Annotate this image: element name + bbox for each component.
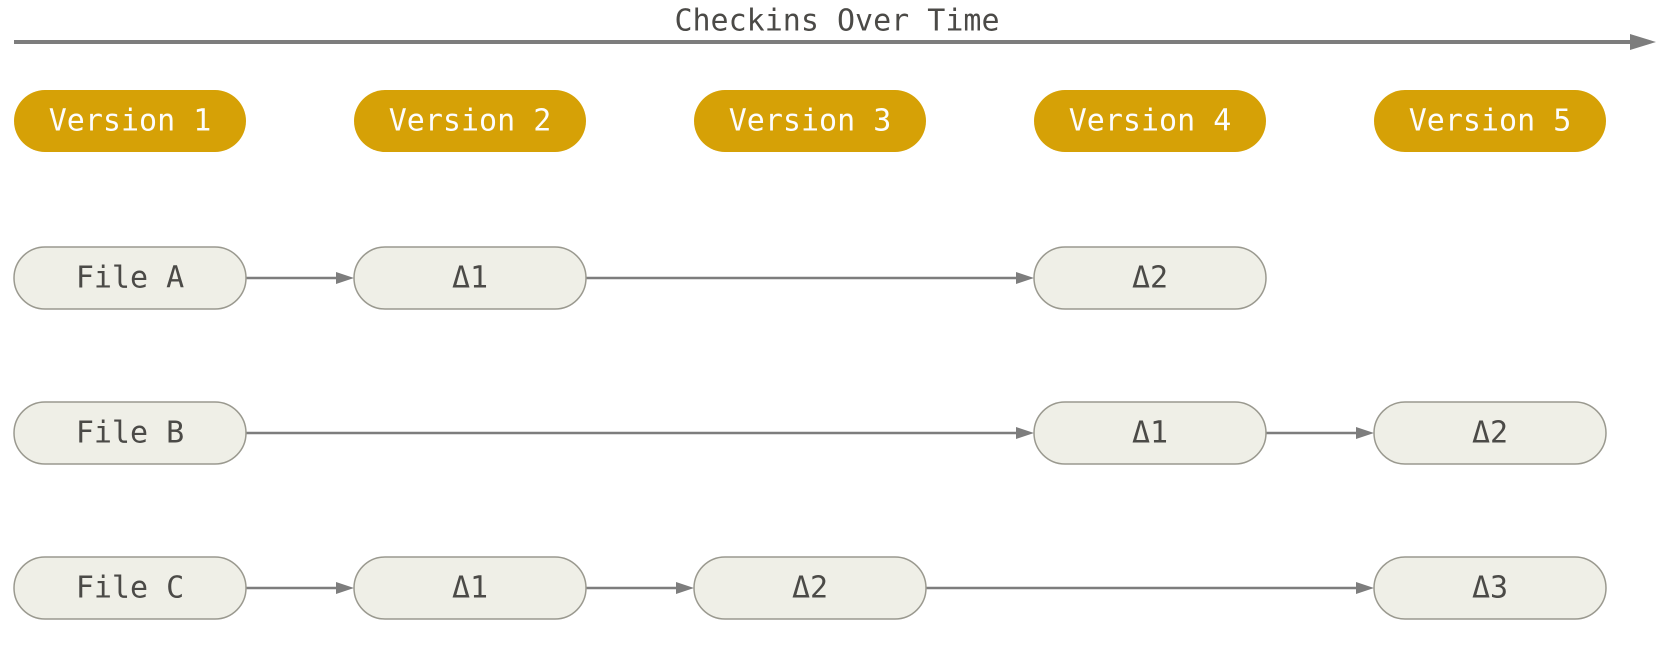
- file-cell-file-c-col0-label: File C: [76, 571, 184, 606]
- file-cell-file-c-col1: Δ1: [354, 557, 586, 619]
- diagram-canvas: Checkins Over Time Version 1 Version 2 Vers…: [0, 0, 1674, 648]
- file-cell-file-a-col0-label: File A: [76, 261, 184, 296]
- file-cell-file-c-col2-label: Δ2: [792, 571, 828, 606]
- version-pill-5: Version 5: [1374, 90, 1606, 152]
- version-pill-5-label: Version 5: [1409, 104, 1572, 139]
- version-pill-2-label: Version 2: [389, 104, 552, 139]
- file-cell-file-b-col4-label: Δ2: [1472, 416, 1508, 451]
- file-file-a-arrow-1: [586, 272, 1034, 284]
- file-cell-file-c-col4-label: Δ3: [1472, 571, 1508, 606]
- file-file-b-arrow-0: [246, 427, 1034, 439]
- file-cell-file-a-col0: File A: [14, 247, 246, 309]
- file-file-c-arrow-1: [586, 582, 694, 594]
- file-cell-file-a-col1: Δ1: [354, 247, 586, 309]
- file-cell-file-a-col3: Δ2: [1034, 247, 1266, 309]
- file-cell-file-b-col4: Δ2: [1374, 402, 1606, 464]
- file-cell-file-a-col3-label: Δ2: [1132, 261, 1168, 296]
- version-pill-2: Version 2: [354, 90, 586, 152]
- version-pill-3: Version 3: [694, 90, 926, 152]
- file-cell-file-b-col3: Δ1: [1034, 402, 1266, 464]
- version-pill-4: Version 4: [1034, 90, 1266, 152]
- version-pill-1-label: Version 1: [49, 104, 212, 139]
- file-file-a-arrow-0: [246, 272, 354, 284]
- file-cell-file-b-col0-label: File B: [76, 416, 184, 451]
- file-cell-file-c-col0: File C: [14, 557, 246, 619]
- file-cell-file-b-col0: File B: [14, 402, 246, 464]
- file-file-c-arrow-2: [926, 582, 1374, 594]
- version-pill-4-label: Version 4: [1069, 104, 1232, 139]
- file-cell-file-c-col4: Δ3: [1374, 557, 1606, 619]
- title: Checkins Over Time: [674, 4, 999, 39]
- file-file-b-arrow-1: [1266, 427, 1374, 439]
- version-pill-1: Version 1: [14, 90, 246, 152]
- file-cell-file-c-col1-label: Δ1: [452, 571, 488, 606]
- version-pill-3-label: Version 3: [729, 104, 892, 139]
- file-file-c-arrow-0: [246, 582, 354, 594]
- file-cell-file-a-col1-label: Δ1: [452, 261, 488, 296]
- file-cell-file-b-col3-label: Δ1: [1132, 416, 1168, 451]
- file-cell-file-c-col2: Δ2: [694, 557, 926, 619]
